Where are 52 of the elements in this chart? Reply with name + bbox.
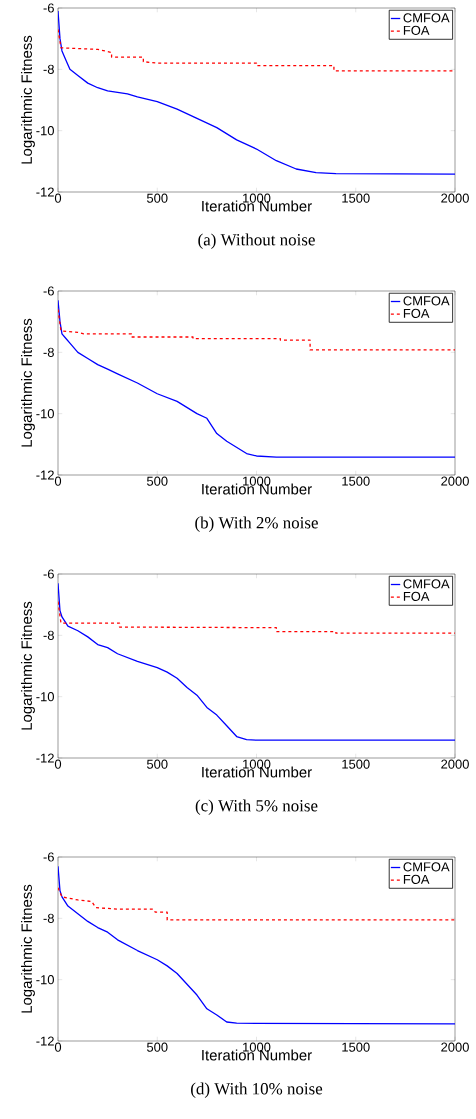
legend-label: FOA [403,591,430,601]
y-axis-title: Logarithmic Fitness [20,318,35,447]
legend-label: CMFOA [403,13,450,23]
x-tick-label: 0 [54,476,62,486]
y-axis-title: Logarithmic Fitness [20,35,35,164]
y-tick-label: -12 [36,470,54,480]
x-tick-label: 500 [146,1042,168,1052]
y-tick-label: -12 [36,187,54,197]
line-series [58,887,455,921]
legend-label: FOA [403,25,430,35]
x-tick-label: 2000 [441,1042,469,1052]
y-tick-label: -10 [36,975,54,985]
legend-label: CMFOA [403,579,450,589]
line-series [58,308,455,351]
x-tick-label: 1500 [342,1042,370,1052]
legend-label: CMFOA [403,862,450,872]
line-series [58,600,455,634]
x-tick-label: 0 [54,193,62,203]
y-tick-label: -6 [43,3,54,13]
x-tick-label: 1500 [342,476,370,486]
y-tick-label: -6 [43,286,54,296]
y-axis-title: Logarithmic Fitness [20,601,35,730]
text: (a) Without noise [198,233,315,249]
x-tick-label: 1500 [342,759,370,769]
y-axis-title: Logarithmic Fitness [20,884,35,1013]
x-tick-label: 2000 [441,759,469,769]
x-tick-label: 500 [146,193,168,203]
legend-label: FOA [403,308,430,318]
text: (c) With 5% noise [195,799,318,815]
y-tick-label: -6 [43,569,54,579]
y-tick-label: -10 [36,692,54,702]
y-tick-label: -6 [43,852,54,862]
text: (b) With 2% noise [195,516,318,532]
legend-label: CMFOA [403,296,450,306]
x-tick-label: 0 [54,1042,62,1052]
y-tick-label: -8 [43,913,54,923]
y-tick-label: -10 [36,126,54,136]
y-tick-label: -10 [36,409,54,419]
y-tick-label: -8 [43,630,54,640]
x-tick-label: 0 [54,759,62,769]
line-series [58,10,455,175]
y-tick-label: -8 [43,64,54,74]
y-tick-label: -12 [36,753,54,763]
y-tick-label: -8 [43,347,54,357]
x-tick-label: 2000 [441,193,469,203]
x-tick-label: 500 [146,759,168,769]
x-tick-label: 1500 [342,193,370,203]
y-tick-label: -12 [36,1036,54,1046]
text: (d) With 10% noise [191,1082,323,1098]
x-tick-label: 500 [146,476,168,486]
legend-label: FOA [403,874,430,884]
x-tick-label: 2000 [441,476,469,486]
